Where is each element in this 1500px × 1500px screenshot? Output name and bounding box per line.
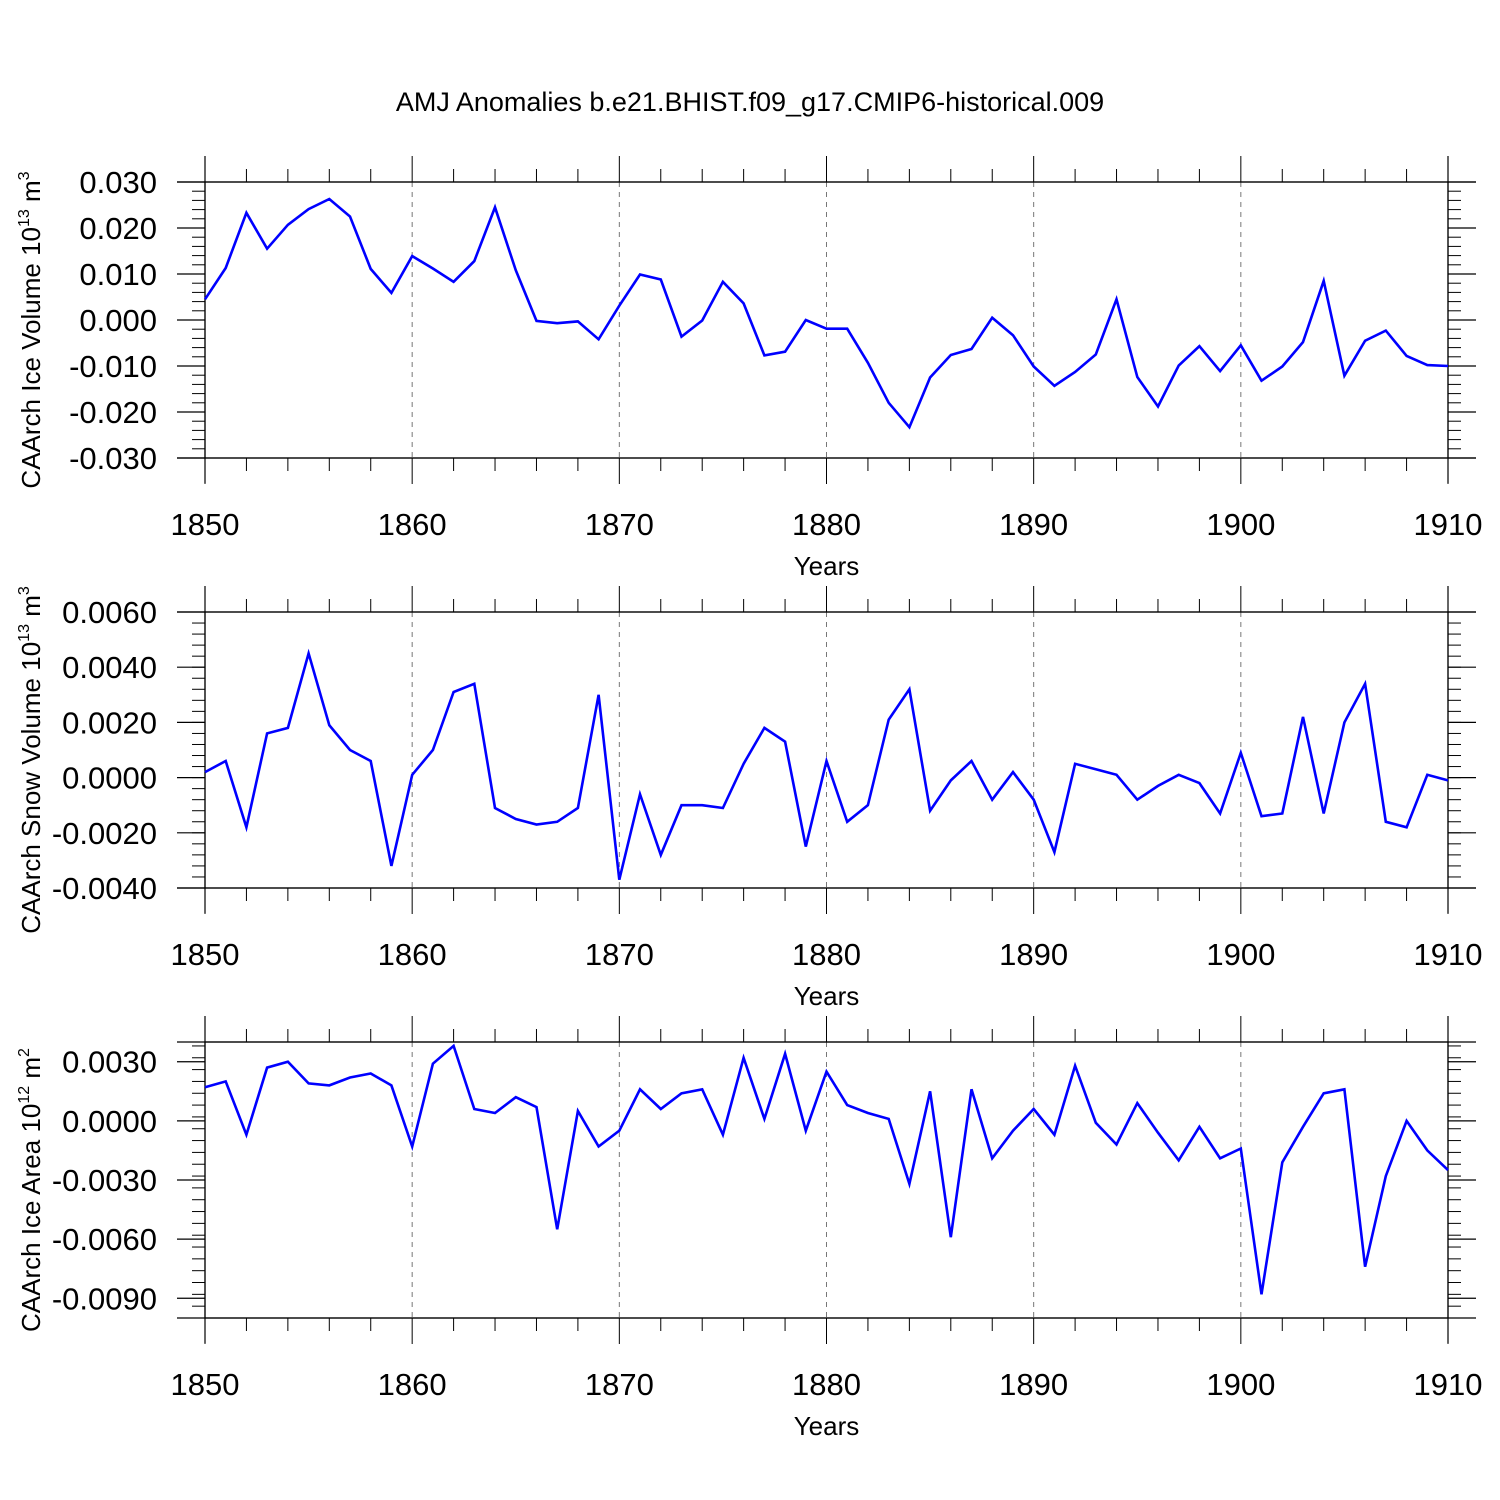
y-tick-label: 0.000: [79, 303, 157, 338]
y-tick-label: 0.0000: [62, 1104, 157, 1139]
y-tick-label: 0.0060: [62, 595, 157, 630]
y-tick-label: 0.020: [79, 211, 157, 246]
x-tick-label: 1850: [171, 1367, 240, 1402]
x-tick-label: 1860: [378, 937, 447, 972]
y-axis-title-exponent: 13: [16, 624, 33, 642]
x-tick-label: 1850: [171, 507, 240, 542]
chart-panel-1: 1850 1860 1870 1880 1890 1900 1910 0.030 0.020 0.…: [16, 156, 1482, 581]
y-axis-title-exponent: 13: [16, 209, 33, 227]
x-tick-label: 1860: [378, 1367, 447, 1402]
x-tick-label: 1910: [1414, 937, 1483, 972]
y-axis-title: CAArch Ice Volume 1013 m3: [16, 171, 46, 488]
y-tick-label: -0.0040: [52, 871, 157, 906]
x-tick-label: 1880: [792, 1367, 861, 1402]
y-tick-label: 0.0040: [62, 650, 157, 685]
y-tick-label: -0.0020: [52, 816, 157, 851]
y-axis-title-unit: m: [16, 1057, 46, 1086]
x-tick-label: 1900: [1206, 507, 1275, 542]
y-tick-label: -0.020: [69, 395, 157, 430]
x-tick-label: 1880: [792, 507, 861, 542]
y-tick-label: 0.0020: [62, 705, 157, 740]
x-tick-label: 1900: [1206, 937, 1275, 972]
y-tick-label: -0.0090: [52, 1281, 157, 1316]
x-tick-label: 1890: [999, 1367, 1068, 1402]
x-tick-label: 1870: [585, 1367, 654, 1402]
y-axis-title-unit: m: [16, 180, 46, 209]
y-axis-title-unit-exponent: 2: [16, 1048, 33, 1057]
x-tick-label: 1870: [585, 507, 654, 542]
series-line: [204, 648, 1449, 881]
x-axis-title: Years: [794, 551, 860, 581]
x-axis-title: Years: [794, 981, 860, 1011]
y-tick-label: 0.010: [79, 257, 157, 292]
series-line: [203, 197, 1449, 430]
y-axis-title-unit-exponent: 3: [16, 171, 33, 180]
y-tick-label: -0.010: [69, 349, 157, 384]
y-tick-label: -0.030: [69, 441, 157, 476]
chart-panel-3: 1850 1860 1870 1880 1890 1900 1910 0.0030 0.0000…: [16, 1016, 1482, 1441]
x-tick-label: 1890: [999, 507, 1068, 542]
x-tick-label: 1900: [1206, 1367, 1275, 1402]
y-tick-label: 0.0030: [62, 1045, 157, 1080]
x-axis-title: Years: [794, 1411, 860, 1441]
series-line: [204, 1043, 1449, 1295]
x-tick-label: 1870: [585, 937, 654, 972]
y-axis-title-exponent: 12: [16, 1086, 33, 1104]
y-axis-title-unit: m: [16, 595, 46, 624]
y-tick-label: 0.030: [79, 165, 157, 200]
y-axis-title-unit-exponent: 3: [16, 586, 33, 595]
y-tick-label: -0.0030: [52, 1163, 157, 1198]
y-axis-title: CAArch Ice Area 1012 m2: [16, 1048, 46, 1332]
y-axis-title-text: CAArch Ice Volume 10: [16, 227, 46, 489]
x-tick-label: 1850: [171, 937, 240, 972]
y-tick-label: -0.0060: [52, 1222, 157, 1257]
x-tick-label: 1910: [1414, 1367, 1483, 1402]
y-axis-title: CAArch Snow Volume 1013 m3: [16, 586, 46, 934]
chart-panel-2: 1850 1860 1870 1880 1890 1900 1910 0.0060 0.0040…: [16, 586, 1482, 1011]
y-axis-title-text: CAArch Snow Volume 10: [16, 642, 46, 934]
y-tick-label: 0.0000: [62, 761, 157, 796]
x-tick-label: 1890: [999, 937, 1068, 972]
x-tick-label: 1860: [378, 507, 447, 542]
x-tick-label: 1880: [792, 937, 861, 972]
y-axis-title-text: CAArch Ice Area 10: [16, 1104, 46, 1332]
chart-title: AMJ Anomalies b.e21.BHIST.f09_g17.CMIP6-…: [396, 87, 1104, 117]
x-tick-label: 1910: [1414, 507, 1483, 542]
